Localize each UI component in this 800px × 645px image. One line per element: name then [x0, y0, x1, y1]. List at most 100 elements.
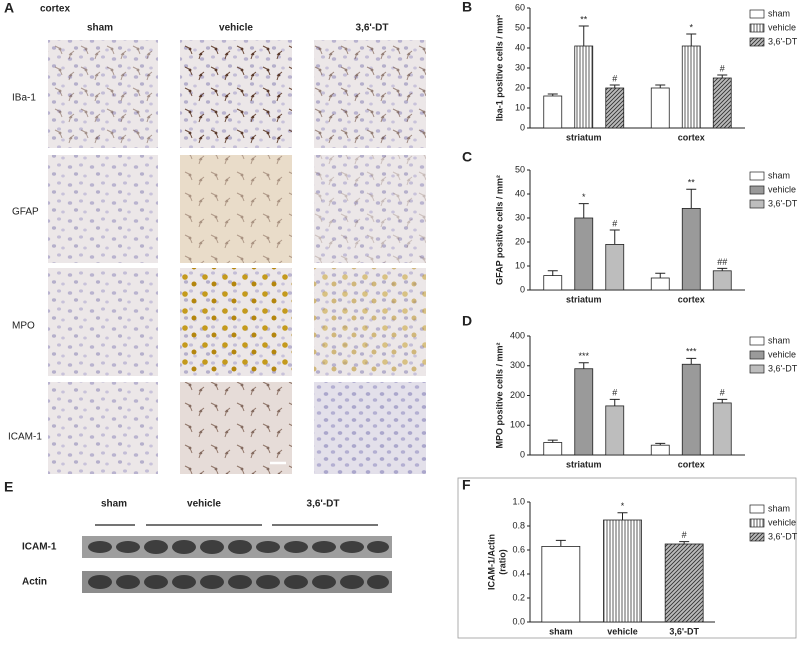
y-tick-label: 0.2 [512, 592, 525, 602]
error-bar [717, 267, 728, 271]
x-tick-label: cortex [678, 459, 705, 469]
legend-swatch [749, 185, 765, 195]
bar [605, 405, 625, 456]
bar [650, 444, 670, 456]
legend-label: 3,6'-DT [768, 531, 798, 541]
error-bar [617, 512, 628, 520]
error-bar [655, 84, 666, 88]
legend-label: sham [768, 503, 790, 513]
bar [541, 546, 581, 623]
error-bar [555, 539, 566, 547]
y-tick-label: 10 [515, 102, 525, 112]
legend-label: sham [768, 170, 790, 180]
error-bar [686, 357, 697, 365]
legend-label: 3,6'-DT [768, 36, 798, 46]
legend-label: vehicle [768, 184, 796, 194]
panel-frame [457, 477, 797, 639]
y-tick-label: 0 [520, 449, 525, 459]
column-label: sham [87, 23, 113, 34]
y-axis-label: Iba-1 positive cells / mm² [494, 15, 504, 122]
error-bar [578, 25, 589, 46]
significance-label: # [720, 388, 725, 398]
error-bar [547, 439, 558, 443]
panel-label: E [4, 479, 13, 495]
y-tick-label: 100 [510, 420, 525, 430]
significance-label: *** [578, 351, 589, 361]
y-axis-label: ICAM-1/Actin [486, 534, 496, 590]
error-bar [655, 442, 666, 446]
y-axis-label: MPO positive cells / mm² [494, 342, 504, 448]
significance-label: * [689, 22, 693, 32]
x-tick-label: striatum [566, 294, 602, 304]
legend-swatch [749, 23, 765, 33]
legend-swatch [749, 37, 765, 47]
legend-swatch [749, 9, 765, 19]
bar [574, 368, 594, 456]
y-tick-label: 30 [515, 62, 525, 72]
y-tick-label: 1.0 [512, 496, 525, 506]
legend-label: sham [768, 8, 790, 18]
significance-label: # [612, 218, 617, 228]
bar [543, 275, 563, 291]
y-tick-label: 10 [515, 260, 525, 270]
y-tick-label: 60 [515, 2, 525, 12]
bar [681, 45, 701, 129]
bar [664, 543, 704, 623]
bar [543, 442, 563, 456]
bar [681, 363, 701, 456]
bar [603, 519, 642, 623]
panel-label: F [462, 477, 471, 493]
bar [543, 95, 563, 129]
y-tick-label: 50 [515, 164, 525, 174]
bar [605, 87, 625, 129]
panel-label: C [462, 149, 472, 165]
group-label: sham [101, 499, 127, 510]
y-tick-label: 0.4 [512, 568, 525, 578]
significance-label: *** [686, 347, 697, 357]
legend-swatch [749, 532, 765, 542]
legend-swatch [749, 504, 765, 514]
error-bar [609, 84, 620, 88]
panel-label: A [4, 0, 14, 16]
error-bar [609, 229, 620, 245]
error-bar [655, 272, 666, 278]
y-tick-label: 20 [515, 236, 525, 246]
column-label: vehicle [219, 23, 253, 34]
row-label: MPO [12, 321, 35, 332]
x-tick-label: striatum [566, 132, 602, 142]
panel-label: B [462, 0, 472, 15]
y-axis-label: GFAP positive cells / mm² [494, 175, 504, 285]
error-bar [686, 33, 697, 46]
y-tick-label: 300 [510, 360, 525, 370]
x-tick-label: vehicle [607, 626, 638, 636]
y-tick-label: 200 [510, 390, 525, 400]
significance-label: # [682, 530, 687, 540]
legend-swatch [749, 171, 765, 181]
legend-swatch [749, 199, 765, 209]
error-bar [547, 270, 558, 276]
y-tick-label: 0 [520, 284, 525, 294]
row-label: IBa-1 [12, 93, 36, 104]
error-bar [609, 398, 620, 406]
legend-label: 3,6'-DT [768, 198, 798, 208]
bar [712, 77, 732, 129]
significance-label: * [582, 192, 586, 202]
y-tick-label: 30 [515, 212, 525, 222]
significance-label: ** [688, 178, 696, 188]
bar [650, 277, 670, 291]
y-tick-label: 0 [520, 122, 525, 132]
y-tick-label: 0.0 [512, 616, 525, 626]
significance-label: * [621, 501, 625, 511]
bar [574, 217, 594, 291]
error-bar [717, 74, 728, 78]
micrograph-grid [48, 40, 426, 474]
error-bar [547, 93, 558, 96]
bar [605, 243, 625, 291]
y-tick-label: 50 [515, 22, 525, 32]
column-label: 3,6'-DT [356, 23, 389, 34]
legend-label: sham [768, 335, 790, 345]
significance-label: # [612, 73, 617, 83]
row-label: ICAM-1 [8, 432, 42, 443]
bar [681, 207, 701, 291]
